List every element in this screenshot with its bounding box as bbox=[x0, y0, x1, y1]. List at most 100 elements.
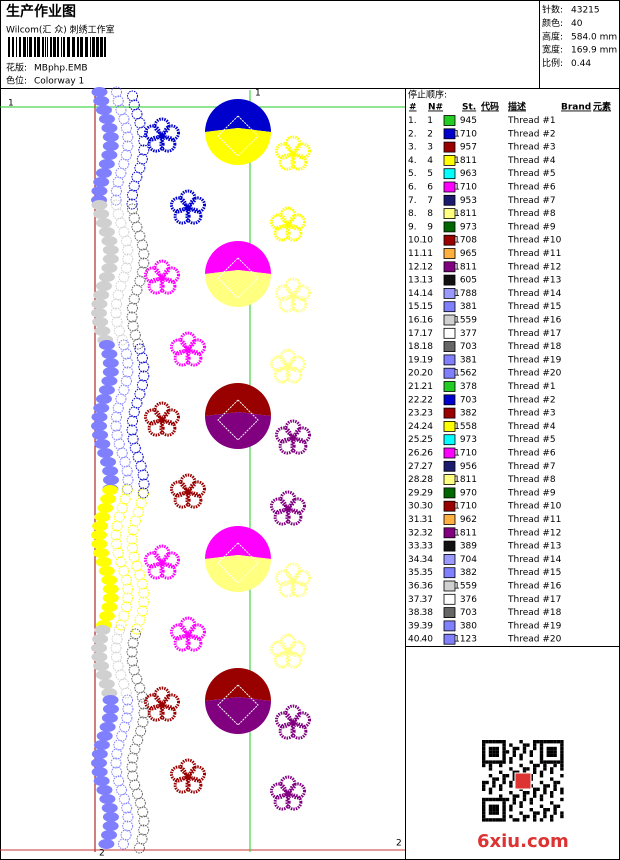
row-index: 14. bbox=[408, 289, 422, 299]
border-stitch bbox=[101, 236, 118, 246]
qr-cell bbox=[533, 818, 537, 822]
qr-cell bbox=[512, 750, 516, 754]
stop-number: 37 bbox=[422, 595, 433, 605]
border-stitch bbox=[112, 176, 124, 188]
thread-code: 965 bbox=[460, 249, 477, 259]
flower-petal bbox=[169, 623, 187, 641]
row-index: 22. bbox=[408, 395, 422, 405]
flower-center bbox=[290, 435, 296, 441]
qr-cell bbox=[546, 746, 550, 751]
qr-cell bbox=[539, 757, 544, 761]
color-swatch bbox=[443, 194, 456, 206]
border-stitch bbox=[122, 703, 134, 715]
qr-cell bbox=[539, 794, 544, 798]
stop-number: 18 bbox=[422, 342, 434, 352]
border-stitch bbox=[102, 704, 119, 714]
qr-cell bbox=[519, 763, 523, 768]
stop-number: 15 bbox=[422, 302, 433, 312]
bar bbox=[12, 37, 14, 57]
border-stitch bbox=[101, 376, 118, 386]
border-stitch bbox=[120, 574, 132, 586]
qr-cell bbox=[512, 797, 516, 802]
qr-cell bbox=[505, 797, 510, 802]
thread-code: 378 bbox=[460, 382, 477, 392]
qr-cell bbox=[502, 818, 506, 822]
qr-cell bbox=[495, 753, 499, 757]
qr-cell bbox=[522, 818, 527, 822]
qr-cell bbox=[533, 794, 537, 798]
qr-cell bbox=[553, 763, 557, 768]
row-index: 17. bbox=[408, 329, 422, 339]
border-stitch bbox=[110, 411, 122, 423]
border-stitch bbox=[95, 168, 112, 178]
qr-cell bbox=[539, 774, 544, 778]
thread-name: Thread #3 bbox=[507, 409, 556, 419]
qr-cell bbox=[556, 740, 561, 744]
row-index: 12. bbox=[408, 262, 422, 272]
border-stitch bbox=[101, 803, 118, 813]
border-stitch bbox=[138, 135, 150, 147]
qr-cell bbox=[560, 814, 564, 819]
thread-code: 1811 bbox=[454, 262, 477, 272]
border-stitch bbox=[126, 203, 138, 215]
color-swatch bbox=[443, 540, 456, 552]
bar bbox=[29, 37, 32, 57]
row-index: 24. bbox=[408, 422, 422, 432]
qr-cell bbox=[488, 787, 493, 791]
qr-cell bbox=[502, 750, 506, 754]
border-stitch bbox=[96, 731, 113, 741]
thread-code: 1811 bbox=[454, 156, 477, 166]
thread-code: 376 bbox=[460, 595, 477, 605]
border-stitch bbox=[120, 235, 132, 247]
medallion-bottom bbox=[204, 270, 271, 308]
thread-code: 703 bbox=[460, 608, 477, 618]
border-stitch bbox=[126, 189, 138, 201]
qr-cell bbox=[533, 791, 537, 795]
color-swatch bbox=[443, 527, 456, 539]
qr-cell bbox=[492, 753, 496, 757]
qr-cell bbox=[539, 770, 544, 774]
qr-cell bbox=[495, 797, 499, 802]
qr-cell bbox=[560, 750, 564, 754]
qr-cell bbox=[495, 811, 499, 815]
row-index: 10. bbox=[408, 236, 422, 246]
qr-cell bbox=[550, 801, 554, 805]
border-stitch bbox=[102, 245, 119, 255]
flower-petal bbox=[269, 213, 287, 231]
color-swatch bbox=[443, 154, 456, 166]
qr-cell bbox=[509, 784, 513, 788]
border-stitch bbox=[120, 348, 132, 360]
qr-cell bbox=[522, 743, 527, 747]
flower-center bbox=[290, 578, 296, 584]
qr-cell bbox=[492, 818, 496, 822]
medallion-bottom bbox=[204, 697, 271, 735]
thread-name: Thread #13 bbox=[507, 542, 561, 552]
thread-name: Thread #13 bbox=[507, 276, 561, 286]
thread-code: 957 bbox=[460, 143, 477, 153]
summary-label: 颜色: bbox=[542, 17, 563, 29]
qr-cell bbox=[560, 797, 564, 802]
color-swatch bbox=[443, 341, 456, 353]
qr-cell bbox=[512, 746, 516, 751]
thread-name: Thread #8 bbox=[507, 209, 556, 219]
border-stitch bbox=[138, 248, 150, 260]
row-index: 11. bbox=[408, 249, 422, 259]
bar bbox=[23, 37, 26, 57]
qr-cell bbox=[482, 787, 486, 791]
border-stitch bbox=[91, 299, 108, 309]
medallion-diamond bbox=[217, 399, 259, 441]
thread-name: Thread #5 bbox=[507, 435, 556, 445]
title: 生产作业图 bbox=[6, 3, 76, 20]
summary-value: 169.9 mm bbox=[571, 46, 617, 56]
qr-cell bbox=[485, 760, 489, 764]
qr-cell bbox=[482, 811, 486, 815]
qr-cell bbox=[560, 740, 564, 744]
stop-number: 16 bbox=[422, 316, 434, 326]
bar bbox=[57, 37, 59, 57]
border-stitch bbox=[91, 200, 108, 210]
qr-cell bbox=[526, 814, 530, 819]
qr-cell bbox=[502, 777, 506, 781]
border-stitch bbox=[127, 770, 139, 782]
border-stitch bbox=[94, 326, 111, 336]
thread-code: 1559 bbox=[454, 582, 477, 592]
